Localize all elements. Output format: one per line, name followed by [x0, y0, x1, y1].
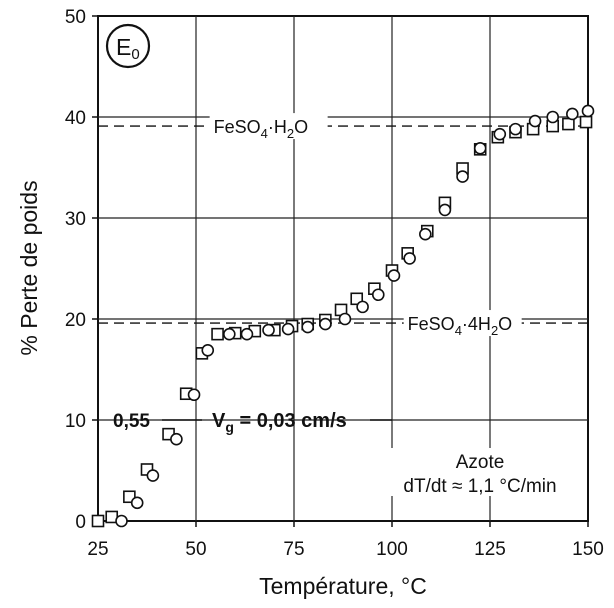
- reference-label-background: [403, 310, 522, 337]
- atmosphere-label: Azote: [456, 452, 505, 473]
- data-point-circle: [319, 317, 332, 331]
- data-point-circle: [130, 496, 144, 510]
- data-point-circle: [546, 110, 560, 124]
- x-tick-label: 25: [87, 539, 108, 560]
- vg-label: Vg = 0,03 cm/s: [212, 410, 347, 435]
- vg-rest: = 0,03 cm/s: [234, 410, 347, 432]
- panel-label-main: E: [116, 34, 131, 60]
- data-point-circle: [403, 252, 416, 265]
- data-point-circle: [566, 107, 579, 121]
- data-point-square: [123, 490, 136, 504]
- grid: [98, 16, 588, 521]
- x-tick-label: 75: [283, 539, 304, 560]
- data-point-square: [579, 115, 593, 129]
- reference-label-part: 2: [491, 323, 498, 338]
- reference-label-part: FeSO: [214, 117, 261, 137]
- heating-rate-label: dT/dt ≈ 1,1 °C/min: [403, 476, 556, 497]
- reference-label-part: O: [498, 314, 512, 334]
- data-point-circle: [387, 269, 401, 282]
- x-tick-label: 100: [376, 539, 408, 560]
- data-point-circle: [262, 323, 275, 337]
- svg-text:E0: E0: [116, 34, 140, 63]
- data-point-circle: [438, 203, 452, 217]
- data-point-square: [350, 292, 364, 306]
- data-points: [91, 104, 595, 528]
- data-point-circle: [509, 122, 522, 136]
- reference-label-part: ·4H: [462, 314, 491, 334]
- data-point-circle: [371, 288, 385, 302]
- data-point-circle: [301, 320, 315, 334]
- data-point-circle: [281, 322, 295, 336]
- panel-label: E0: [105, 23, 151, 69]
- y-tick-label: 10: [65, 411, 86, 432]
- data-point-square: [211, 327, 224, 341]
- plot-frame: [97, 15, 589, 522]
- data-point-circle: [338, 312, 352, 326]
- reference-label-part: ·H: [268, 117, 287, 137]
- y-axis-title: % Perte de poids: [16, 180, 42, 355]
- data-point-circle: [187, 388, 201, 402]
- x-tick-label: 150: [572, 539, 604, 560]
- x-axis-title: Température, °C: [259, 573, 427, 599]
- data-point-circle: [493, 127, 507, 141]
- vg-sub: g: [225, 419, 234, 435]
- data-point-circle: [528, 114, 542, 128]
- data-point-circle: [473, 142, 487, 155]
- reference-label-background: [209, 113, 328, 140]
- reference-line-label: FeSO4·H2O: [214, 117, 309, 141]
- panel-label-sub: 0: [131, 46, 139, 63]
- vg-main: V: [212, 410, 226, 432]
- data-point-circle: [240, 327, 254, 341]
- y-tick-label: 30: [65, 209, 86, 230]
- reference-line-label: FeSO4·4H2O: [408, 314, 513, 338]
- y-tick-label: 0: [75, 512, 86, 533]
- data-point-circle: [419, 227, 432, 241]
- reference-label-part: 4: [261, 126, 268, 141]
- data-point-circle: [170, 432, 183, 446]
- data-point-circle: [115, 514, 128, 528]
- x-tick-label: 50: [185, 539, 206, 560]
- reference-label-part: 2: [287, 126, 294, 141]
- rate-value-label: 0,55: [113, 411, 150, 432]
- data-point-circle: [581, 104, 595, 118]
- data-point-circle: [201, 344, 215, 357]
- data-point-circle: [223, 327, 236, 341]
- data-point-circle: [456, 170, 469, 183]
- conditions-background: [382, 448, 578, 496]
- data-point-circle: [356, 300, 369, 314]
- x-tick-label: 125: [474, 539, 506, 560]
- y-tick-label: 20: [65, 310, 86, 331]
- data-point-square: [91, 514, 105, 528]
- reference-label-part: 4: [455, 323, 462, 338]
- flow-annotation: 0,55 Vg = 0,03 cm/s: [113, 410, 392, 435]
- y-tick-label: 50: [65, 7, 86, 28]
- data-point-circle: [146, 469, 160, 482]
- y-tick-label: 40: [65, 108, 86, 129]
- reference-label-part: FeSO: [408, 314, 455, 334]
- reference-label-part: O: [294, 117, 308, 137]
